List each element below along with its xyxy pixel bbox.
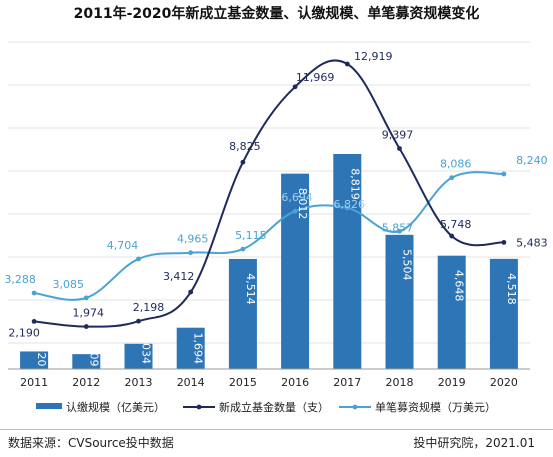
single-label-2020: 8,240	[516, 154, 548, 167]
point-single-2015	[240, 246, 246, 252]
single-label-2013: 4,704	[107, 239, 139, 252]
count-label-2020: 5,483	[516, 236, 548, 249]
point-single-2018	[397, 228, 402, 234]
point-single-2017	[344, 205, 350, 211]
point-single-2014	[188, 250, 194, 256]
bar-label-2020: 4,518	[505, 273, 518, 305]
bar-label-2019: 4,648	[453, 270, 466, 302]
line-series	[31, 59, 507, 329]
bar-label-2017: 8,819	[348, 168, 361, 200]
count-label-2018: 9,397	[382, 128, 414, 141]
x-tick-2013: 2013	[125, 376, 153, 389]
legend-marker-single	[352, 404, 358, 410]
x-tick-2015: 2015	[229, 376, 257, 389]
single-label-2015: 5,115	[235, 229, 267, 242]
count-label-2011: 2,190	[8, 326, 40, 339]
x-tick-2017: 2017	[333, 376, 361, 389]
bar-series	[20, 154, 518, 369]
point-single-2011	[31, 290, 37, 296]
count-label-2015: 8,825	[229, 140, 261, 153]
line-fund-count	[34, 59, 505, 328]
point-single-2012	[83, 295, 89, 301]
bar-2016	[281, 173, 310, 369]
count-label-2019: 5,748	[440, 218, 472, 231]
footer-divider	[0, 429, 553, 430]
legend-label-single: 单笔募资规模（万美元）	[375, 400, 496, 414]
credit-note: 投中研究院，2021.01	[413, 436, 535, 450]
line-single-amount	[33, 171, 504, 301]
bar-label-2013: 1,034	[140, 333, 153, 365]
legend: 认缴规模（亿美元） 新成立基金数量（支） 单笔募资规模（万美元）	[36, 400, 496, 414]
count-label-2014: 3,412	[163, 270, 195, 283]
legend-swatch-bar	[36, 403, 62, 409]
point-single-2013	[136, 256, 141, 262]
x-tick-2016: 2016	[281, 376, 309, 389]
single-label-2014: 4,965	[177, 233, 209, 246]
single-label-2018: 5,857	[382, 221, 414, 234]
bar-label-2012: 609	[87, 346, 100, 367]
point-count-2020	[501, 239, 507, 245]
bar-2015	[228, 258, 257, 369]
point-count-2014	[188, 289, 194, 295]
point-count-2019	[449, 233, 455, 239]
chart-title: 2011年-2020年新成立基金数量、认缴规模、单笔募资规模变化	[73, 6, 480, 22]
legend-label-count: 新成立基金数量（支）	[219, 400, 329, 414]
bar-2017	[333, 154, 362, 369]
bar-label-2018: 5,504	[401, 249, 414, 281]
bar-2020	[489, 258, 518, 369]
bar-label-2016: 8,012	[296, 188, 309, 220]
single-label-2017: 6,826	[334, 198, 366, 211]
single-label-2012: 3,085	[53, 278, 85, 291]
x-tick-2019: 2019	[438, 376, 466, 389]
x-axis: 2011 2012 2013 2014 2015 2016 2017 2018 2019 2020	[8, 368, 530, 389]
bar-2013	[124, 343, 153, 369]
point-single-2019	[449, 175, 455, 181]
bar-2012	[72, 354, 101, 369]
x-tick-2011: 2011	[20, 376, 48, 389]
data-labels: 720 609 1,034 1,694 4,514 8,012 8,819 5,504 4,64…	[4, 50, 547, 367]
point-count-2011	[31, 319, 37, 324]
point-count-2013	[136, 318, 141, 324]
x-tick-2020: 2020	[490, 376, 518, 389]
point-single-2020	[501, 171, 507, 177]
point-count-2012	[83, 324, 89, 329]
point-count-2016	[292, 84, 298, 90]
bar-label-2014: 1,694	[192, 333, 205, 365]
single-label-2019: 8,086	[440, 158, 472, 171]
count-label-2016: 11,969	[296, 71, 335, 84]
bar-label-2015: 4,514	[244, 273, 257, 305]
x-tick-2018: 2018	[386, 376, 414, 389]
source-note: 数据来源：CVSource投中数据	[8, 436, 174, 450]
single-label-2011: 3,288	[4, 273, 36, 286]
bar-label-2011: 720	[35, 346, 48, 367]
point-count-2017	[344, 61, 350, 67]
x-tick-2012: 2012	[72, 376, 100, 389]
point-count-2018	[397, 146, 402, 151]
footer: 数据来源：CVSource投中数据 投中研究院，2021.01	[0, 432, 553, 452]
bar-2019	[437, 255, 466, 369]
bar-2011	[20, 351, 49, 369]
point-single-2016	[292, 208, 298, 214]
x-tick-2014: 2014	[177, 376, 205, 389]
point-count-2015	[240, 159, 246, 165]
legend-label-bar: 认缴规模（亿美元）	[66, 400, 165, 414]
bar-2018	[385, 234, 414, 369]
count-label-2012: 1,974	[73, 307, 105, 320]
count-label-2013: 2,198	[133, 301, 165, 314]
count-label-2017: 12,919	[354, 50, 393, 63]
bar-2014	[176, 327, 205, 369]
single-label-2016: 6,694	[281, 191, 313, 204]
legend-marker-count	[196, 404, 202, 410]
